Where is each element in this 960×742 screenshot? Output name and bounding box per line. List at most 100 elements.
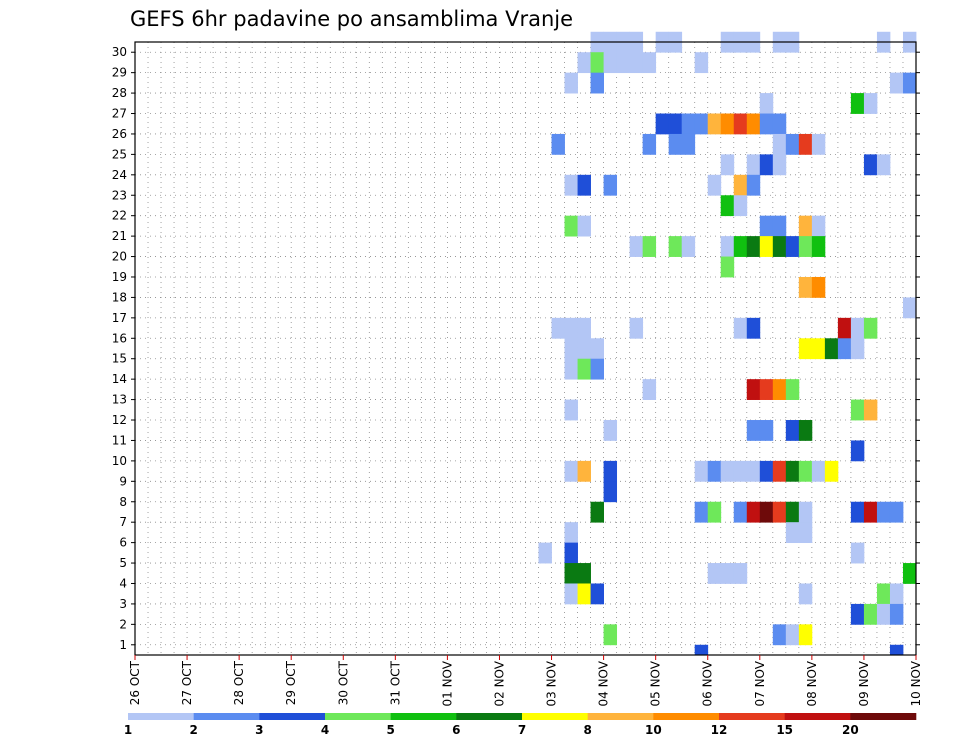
heatmap-cell <box>876 154 891 176</box>
heatmap-cell <box>668 133 683 155</box>
colorbar-segment <box>522 713 588 720</box>
x-tick-label: 28 OCT <box>232 660 246 705</box>
heatmap-cell <box>889 583 904 605</box>
heatmap-cell <box>707 174 722 196</box>
heatmap-cell <box>681 236 696 257</box>
heatmap-cell <box>772 113 787 135</box>
y-tick-label: 2 <box>119 617 127 631</box>
heatmap-cell <box>850 399 865 421</box>
y-tick-label: 30 <box>112 45 127 59</box>
heatmap-cell <box>720 113 735 135</box>
heatmap-cell <box>733 460 748 482</box>
y-tick-label: 7 <box>119 515 127 529</box>
colorbar-segment <box>128 713 194 720</box>
heatmap-cell <box>733 317 748 339</box>
heatmap-cell <box>772 624 787 646</box>
heatmap-cell <box>642 52 657 74</box>
heatmap-cell <box>785 501 800 523</box>
heatmap-cell <box>655 113 670 135</box>
heatmap-cell <box>707 501 722 523</box>
y-tick-label: 24 <box>112 168 127 182</box>
heatmap-cell <box>590 338 604 360</box>
colorbar-legend: 1 2 3 4 5 6 7 8 10 12 15 20 <box>124 713 917 737</box>
heatmap-cell <box>863 603 878 625</box>
heatmap-cell <box>746 236 761 257</box>
heatmap-cell <box>577 583 591 605</box>
heatmap-cell <box>889 644 904 656</box>
heatmap-cell <box>603 174 618 196</box>
heatmap-cell <box>798 522 813 544</box>
heatmap-cell <box>720 256 735 278</box>
heatmap-cell <box>850 93 865 114</box>
heatmap-cell <box>811 338 826 360</box>
heatmap-cell <box>759 420 774 441</box>
heatmap-cell <box>798 133 813 155</box>
heatmap-cell <box>603 460 618 482</box>
heatmap-cell <box>668 236 683 257</box>
heatmap-cell <box>863 154 878 176</box>
heatmap-cell <box>668 113 683 135</box>
heatmap-cell <box>850 501 865 523</box>
heatmap-cell <box>629 317 644 339</box>
heatmap-cell <box>798 420 813 441</box>
heatmap-cell <box>772 133 787 155</box>
heatmap-cell <box>759 215 774 237</box>
y-tick-label: 8 <box>119 495 127 509</box>
heatmap-cell <box>564 522 578 544</box>
colorbar-segment <box>653 713 720 720</box>
y-tick-label: 4 <box>119 576 127 590</box>
heatmap-cell <box>564 583 578 605</box>
heatmap-cell <box>603 52 618 74</box>
x-tick-label: 09 NOV <box>857 660 871 706</box>
heatmap-cell <box>772 501 787 523</box>
colorbar-label: 1 <box>124 723 132 737</box>
heatmap-cell <box>850 542 865 564</box>
heatmap-cell <box>733 113 748 135</box>
colorbar-segment <box>587 713 654 720</box>
x-tick-label: 27 OCT <box>180 660 194 705</box>
colorbar-label: 6 <box>452 723 460 737</box>
colorbar-label: 4 <box>321 723 329 737</box>
y-tick-label: 18 <box>112 290 127 304</box>
heatmap-cell <box>759 501 774 523</box>
x-tick-label: 30 OCT <box>336 660 350 705</box>
heatmap-cell <box>759 93 774 114</box>
y-tick-label: 14 <box>112 372 127 386</box>
y-tick-label: 10 <box>112 454 127 468</box>
heatmap-cell <box>746 501 761 523</box>
heatmap-cell <box>902 563 917 584</box>
heatmap-cell <box>694 644 709 656</box>
heatmap-cell <box>824 338 839 360</box>
colorbar-label: 10 <box>645 723 662 737</box>
heatmap-cell <box>785 522 800 544</box>
heatmap-cell <box>811 236 826 257</box>
heatmap-cell <box>642 236 657 257</box>
x-tick-label: 03 NOV <box>545 660 559 706</box>
heatmap-cell <box>746 420 761 441</box>
y-tick-label: 25 <box>112 147 127 161</box>
heatmap-cell <box>876 603 891 625</box>
heatmap-cell <box>889 603 904 625</box>
heatmap-cell <box>759 379 774 400</box>
x-axis-ticks: 26 OCT 27 OCT 28 OCT 29 OCT 30 OCT 31 OCT 01 N… <box>128 655 923 707</box>
heatmap-cell <box>564 563 578 584</box>
heatmap-cell <box>603 624 618 646</box>
heatmap-cell <box>876 583 891 605</box>
heatmap-cell <box>733 563 748 584</box>
heatmap-cell <box>798 276 813 298</box>
heatmap-cell <box>837 338 852 360</box>
heatmap-cell <box>772 460 787 482</box>
heatmap-cell <box>564 542 578 564</box>
heatmap-cell <box>577 317 591 339</box>
y-tick-label: 16 <box>112 331 127 345</box>
colorbar-label: 12 <box>711 723 728 737</box>
heatmap-cell <box>876 501 891 523</box>
heatmap-cell <box>889 501 904 523</box>
heatmap-cell <box>681 113 696 135</box>
heatmap-cell <box>642 133 657 155</box>
heatmap-cell <box>551 133 565 155</box>
heatmap-cell <box>590 583 604 605</box>
y-tick-label: 27 <box>112 107 127 121</box>
x-tick-label: 06 NOV <box>701 660 715 706</box>
